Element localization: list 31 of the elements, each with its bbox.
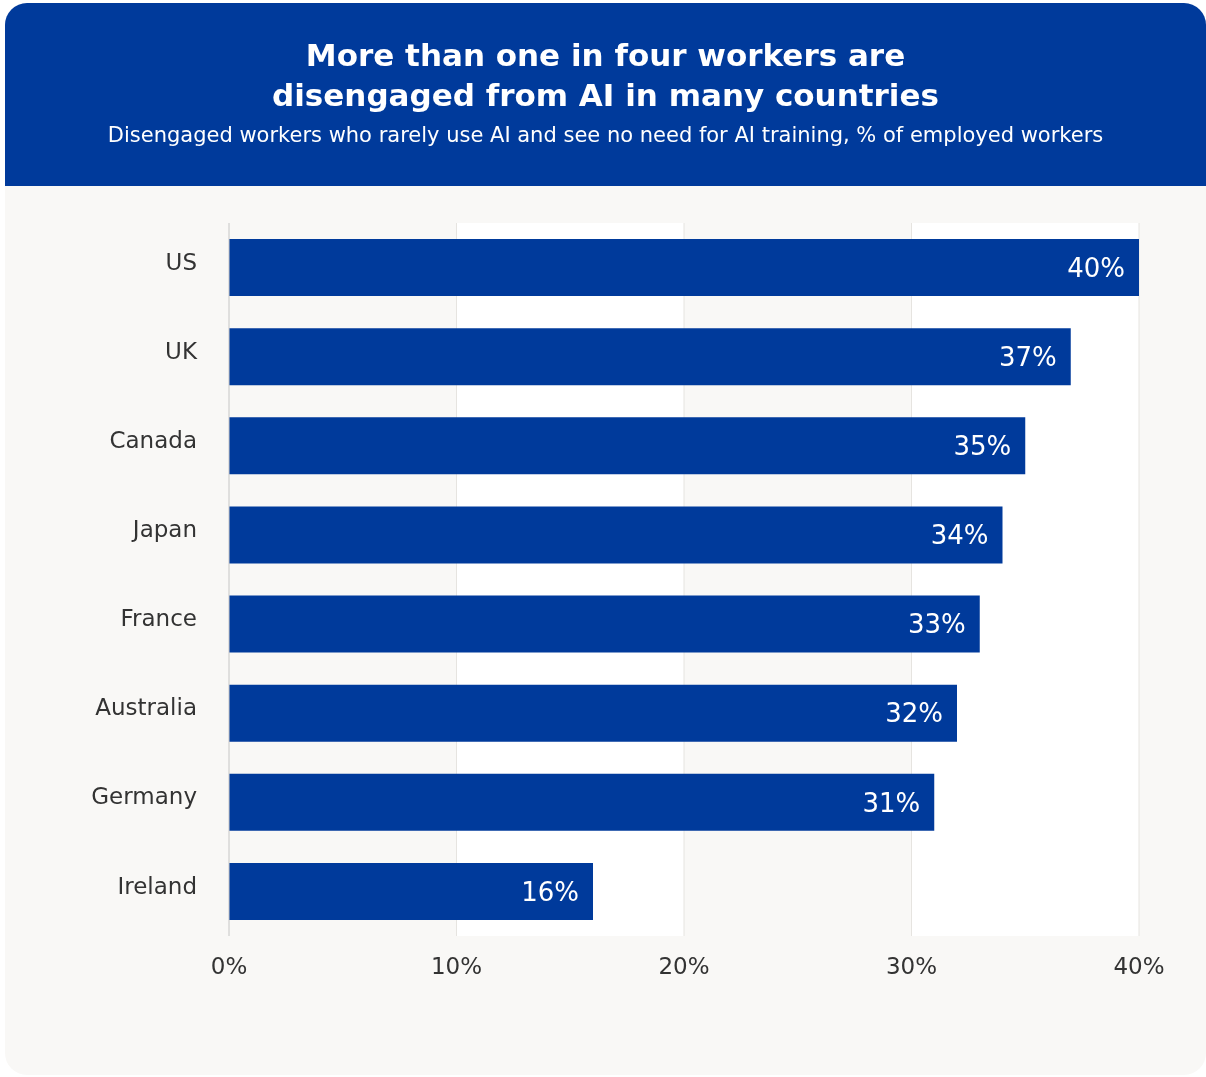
bar (229, 684, 957, 742)
bar (229, 595, 980, 653)
y-tick-label: Australia (95, 694, 197, 721)
x-tick-label: 10% (430, 953, 483, 980)
bar (229, 239, 1139, 297)
x-tick-label: 30% (885, 953, 938, 980)
data-label: 40% (1067, 252, 1125, 283)
chart-subtitle: Disengaged workers who rarely use AI and see no need for AI training, % of employed workers (106, 123, 1105, 147)
data-label: 35% (953, 431, 1012, 462)
y-tick-label: Ireland (117, 872, 197, 899)
data-label: 33% (907, 609, 966, 640)
x-tick-label: 20% (658, 953, 710, 980)
y-tick-label: US (165, 248, 197, 275)
data-label: 16% (521, 876, 579, 907)
y-tick-label: Japan (130, 516, 197, 543)
data-label: 32% (885, 698, 943, 729)
chart-title: More than one in four workers are disengaged from AI in many countries (271, 36, 940, 115)
bar (229, 328, 1071, 386)
y-tick-label: UK (165, 337, 198, 364)
x-tick-label: 40% (1113, 953, 1165, 980)
x-tick-label: 0% (210, 953, 248, 980)
y-tick-label: Germany (91, 783, 197, 810)
data-label: 31% (862, 787, 921, 818)
y-tick-label: Canada (109, 426, 197, 453)
y-tick-label: France (120, 605, 197, 632)
data-label: 37% (998, 341, 1057, 372)
bar (229, 773, 935, 831)
data-label: 34% (930, 520, 989, 551)
bar (229, 417, 1026, 475)
bar (229, 506, 1003, 564)
bar (229, 862, 593, 920)
